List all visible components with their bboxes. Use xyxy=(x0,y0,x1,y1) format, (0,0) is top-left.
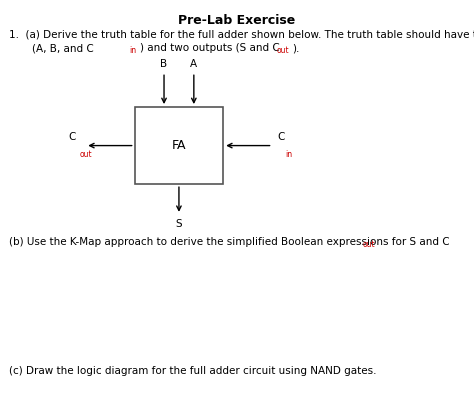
Text: in: in xyxy=(129,46,136,55)
Text: B: B xyxy=(161,59,168,69)
Text: ) and two outputs (S and C: ) and two outputs (S and C xyxy=(140,43,280,53)
Text: A: A xyxy=(190,59,197,69)
Text: (A, B, and C: (A, B, and C xyxy=(32,43,94,53)
Text: Pre-Lab Exercise: Pre-Lab Exercise xyxy=(178,14,296,27)
Text: S: S xyxy=(176,219,182,229)
Bar xyxy=(135,107,223,184)
Text: C: C xyxy=(277,132,285,142)
Text: 1.  (a) Derive the truth table for the full adder shown below. The truth table s: 1. (a) Derive the truth table for the fu… xyxy=(9,30,474,40)
Text: out: out xyxy=(277,46,290,55)
Text: in: in xyxy=(285,150,292,159)
Text: (b) Use the K-Map approach to derive the simplified Boolean expressions for S an: (b) Use the K-Map approach to derive the… xyxy=(9,237,449,247)
Text: C: C xyxy=(68,132,76,142)
Text: (c) Draw the logic diagram for the full adder circuit using NAND gates.: (c) Draw the logic diagram for the full … xyxy=(9,366,376,375)
Text: ).: ). xyxy=(292,43,300,53)
Text: out: out xyxy=(80,150,92,159)
Text: out: out xyxy=(363,240,375,249)
Text: FA: FA xyxy=(172,139,186,152)
